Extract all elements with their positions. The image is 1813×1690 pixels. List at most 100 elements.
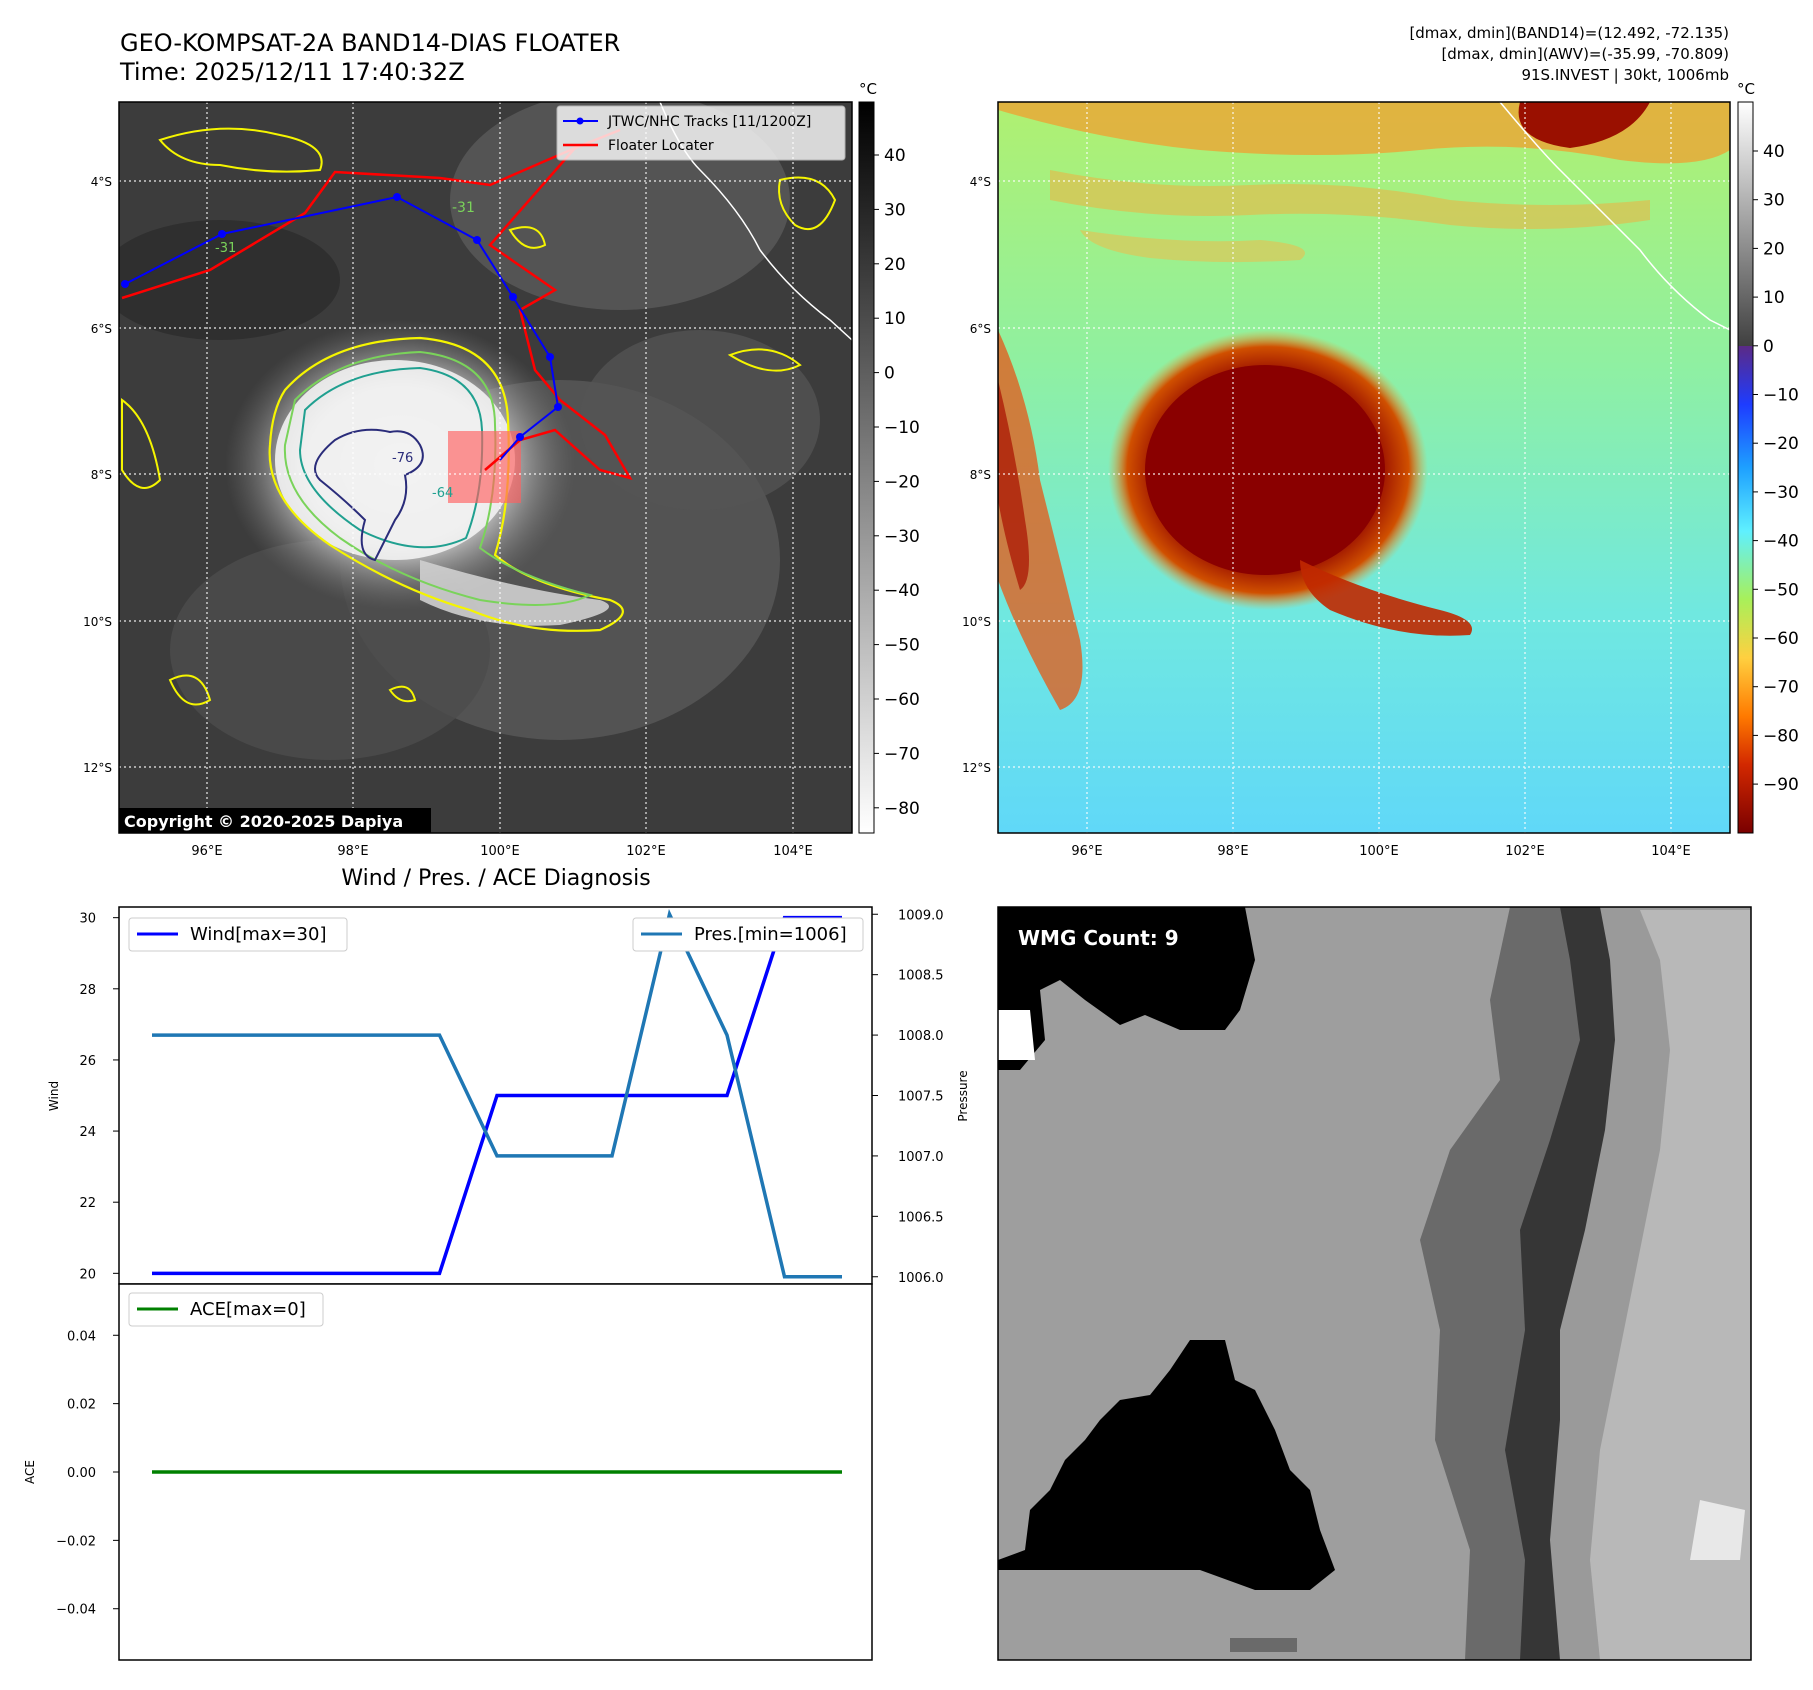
awv-lon-96e: 96°E xyxy=(1071,844,1102,859)
ir-colorbar-tick-label: −10 xyxy=(884,418,920,438)
ir-legend: JTWC/NHC Tracks [11/1200Z] Floater Locat… xyxy=(556,105,846,161)
ir-colorbar-tick-label: −50 xyxy=(884,636,920,656)
ace-tick-label: 0.02 xyxy=(67,1398,96,1413)
awv-lat-6s: 6°S xyxy=(970,322,991,336)
awv-colorbar-tick-label: −60 xyxy=(1763,629,1799,649)
ace-tick-label: −0.02 xyxy=(56,1534,96,1549)
ir-colorbar-tick-label: 10 xyxy=(884,309,906,329)
wind-series-line xyxy=(152,915,842,1276)
awv-lon-104e: 104°E xyxy=(1651,844,1691,859)
awv-colorbar-tick-label: −40 xyxy=(1763,532,1799,552)
ace-tick-label: −0.04 xyxy=(56,1603,96,1618)
awv-colorbar-tick-label: −10 xyxy=(1763,386,1799,406)
pressure-tick-label: 1007.5 xyxy=(898,1090,944,1105)
ir-lat-12s: 12°S xyxy=(83,761,112,775)
ir-lat-4s: 4°S xyxy=(91,175,112,189)
awv-lon-102e: 102°E xyxy=(1505,844,1545,859)
ir-lat-labels: 4°S 6°S 8°S 10°S 12°S xyxy=(83,175,112,775)
awv-colorbar-tick-label: −50 xyxy=(1763,580,1799,600)
awv-lat-10s: 10°S xyxy=(962,615,991,629)
ir-colorbar-tick-label: −70 xyxy=(884,744,920,764)
wind-tick-label: 20 xyxy=(79,1267,96,1282)
awv-colorbar-tick-label: 30 xyxy=(1763,191,1785,211)
awv-colorbar-tick-label: −70 xyxy=(1763,678,1799,698)
floater-box xyxy=(448,431,521,503)
contour-label-3: -76 xyxy=(392,451,413,466)
ir-colorbar-tick-label: −30 xyxy=(884,527,920,547)
awv-lon-labels: 96°E 98°E 100°E 102°E 104°E xyxy=(1071,844,1690,859)
awv-lat-8s: 8°S xyxy=(970,468,991,482)
pressure-legend-label: Pres.[min=1006] xyxy=(694,924,847,945)
ace-axis-label: ACE xyxy=(23,1460,37,1484)
pressure-tick-label: 1006.0 xyxy=(898,1271,944,1286)
figure-title-line2: Time: 2025/12/11 17:40:32Z xyxy=(119,58,465,86)
ir-colorbar-unit: °C xyxy=(859,80,877,98)
ir-panel-frame xyxy=(118,101,853,834)
wmg-imagery xyxy=(998,907,1751,1660)
wind-pressure-lines xyxy=(152,909,842,1279)
ir-lon-96e: 96°E xyxy=(191,844,222,859)
ir-lon-102e: 102°E xyxy=(626,844,666,859)
ir-lat-8s: 8°S xyxy=(91,468,112,482)
pressure-tick-label: 1008.5 xyxy=(898,969,944,984)
pressure-legend: Pres.[min=1006] xyxy=(632,917,864,952)
ir-imagery: -31 -31 -76 -64 xyxy=(119,102,852,833)
storm-info-text: 91S.INVEST | 30kt, 1006mb xyxy=(1521,66,1729,84)
wmg-count-label: WMG Count: 9 xyxy=(1018,926,1179,950)
wind-tick-label: 24 xyxy=(79,1125,96,1140)
awv-colorbar-tick-label: 20 xyxy=(1763,239,1785,259)
ir-colorbar-tick-label: −20 xyxy=(884,472,920,492)
wind-tick-label: 26 xyxy=(79,1054,96,1069)
ir-colorbar-tick-label: −40 xyxy=(884,581,920,601)
awv-imagery xyxy=(998,102,1730,833)
wind-tick-label: 28 xyxy=(79,983,96,998)
awv-colorbar-tick-label: 0 xyxy=(1763,337,1774,357)
awv-lat-labels: 4°S 6°S 8°S 10°S 12°S xyxy=(962,175,991,775)
ir-panel: -31 -31 -76 -64 JTWC/NHC Tracks [11/1200… xyxy=(83,80,920,859)
awv-lon-98e: 98°E xyxy=(1217,844,1248,859)
ir-lon-labels: 96°E 98°E 100°E 102°E 104°E xyxy=(191,844,812,859)
wind-legend-label: Wind[max=30] xyxy=(190,924,327,945)
pressure-tick-label: 1006.5 xyxy=(898,1210,944,1225)
ir-colorbar-tick-label: −60 xyxy=(884,690,920,710)
pressure-tick-label: 1008.0 xyxy=(898,1029,944,1044)
ace-tick-label: 0.04 xyxy=(67,1329,96,1344)
awv-lat-12s: 12°S xyxy=(962,761,991,775)
wind-tick-label: 22 xyxy=(79,1196,96,1211)
contour-label-4: -64 xyxy=(432,486,453,501)
awv-lon-100e: 100°E xyxy=(1359,844,1399,859)
wmg-panel: WMG Count: 9 xyxy=(997,906,1752,1661)
ir-colorbar-tick-label: −80 xyxy=(884,799,920,819)
ir-colorbar-tick-label: 40 xyxy=(884,146,906,166)
pressure-tick-label: 1009.0 xyxy=(898,908,944,923)
awv-lat-4s: 4°S xyxy=(970,175,991,189)
ace-tick-label: 0.00 xyxy=(67,1466,96,1481)
awv-colorbar-tick-label: −20 xyxy=(1763,434,1799,454)
ir-lon-104e: 104°E xyxy=(773,844,813,859)
dmax-band14-text: [dmax, dmin](BAND14)=(12.492, -72.135) xyxy=(1409,24,1729,42)
figure-title-line1: GEO-KOMPSAT-2A BAND14-DIAS FLOATER xyxy=(120,29,620,57)
pressure-ticks: 1009.0 1008.5 1008.0 1007.5 1007.0 1006.5 1006… xyxy=(872,908,944,1286)
wind-legend: Wind[max=30] xyxy=(128,917,348,952)
dmax-awv-text: [dmax, dmin](AWV)=(-35.99, -70.809) xyxy=(1441,45,1729,63)
wind-ticks: 30 28 26 24 22 20 xyxy=(79,912,119,1282)
ir-lat-6s: 6°S xyxy=(91,322,112,336)
awv-colorbar-tick-label: 10 xyxy=(1763,288,1785,308)
ace-legend: ACE[max=0] xyxy=(128,1292,324,1327)
pressure-series-line xyxy=(152,909,842,1279)
wmg-panel-frame xyxy=(997,906,1752,1661)
awv-colorbar-tick-label: −30 xyxy=(1763,483,1799,503)
pressure-axis-label: Pressure xyxy=(956,1070,970,1121)
awv-colorbar-tick-label: −90 xyxy=(1763,775,1799,795)
awv-panel: 4°S 6°S 8°S 10°S 12°S 96°E 98°E 100°E 10… xyxy=(962,80,1799,859)
awv-colorbar-tick-label: 40 xyxy=(1763,142,1785,162)
ir-lat-10s: 10°S xyxy=(83,615,112,629)
ir-lon-100e: 100°E xyxy=(480,844,520,859)
ir-lon-98e: 98°E xyxy=(337,844,368,859)
awv-panel-frame xyxy=(997,101,1731,834)
copyright-text: Copyright © 2020-2025 Dapiya xyxy=(124,812,403,831)
ace-legend-label: ACE[max=0] xyxy=(190,1299,306,1320)
contour-label-1: -31 xyxy=(215,241,236,256)
wind-axis-label: Wind xyxy=(47,1081,61,1111)
